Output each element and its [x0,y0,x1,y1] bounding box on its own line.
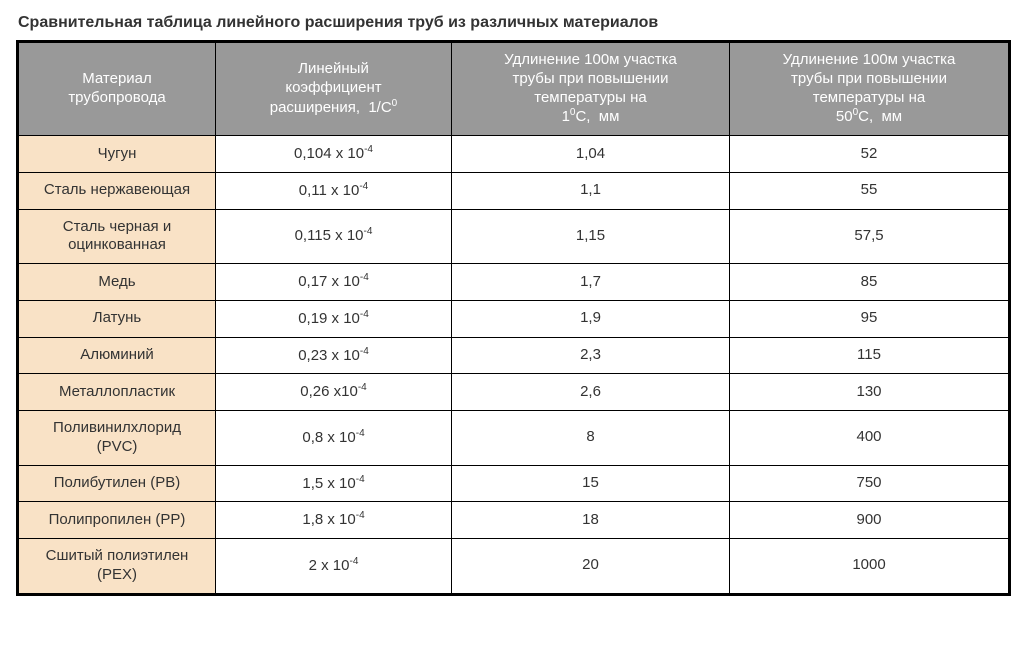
table-row: Поливинилхлорид(PVC)0,8 x 10-48400 [18,411,1010,466]
table-header-row: Материалтрубопровода Линейныйкоэффициент… [18,42,1010,136]
table-row: Алюминий0,23 x 10-42,3115 [18,337,1010,374]
cell-coeff: 1,8 x 10-4 [216,502,452,539]
cell-elong-1c: 2,6 [452,374,730,411]
cell-material: Чугун [18,136,216,173]
cell-elong-50c: 85 [730,264,1010,301]
table-row: Чугун0,104 x 10-41,0452 [18,136,1010,173]
cell-elong-1c: 20 [452,539,730,595]
table-row: Полибутилен (PB)1,5 x 10-415750 [18,465,1010,502]
cell-material: Металлопластик [18,374,216,411]
table-row: Латунь0,19 x 10-41,995 [18,300,1010,337]
cell-coeff: 2 x 10-4 [216,539,452,595]
cell-coeff: 0,17 x 10-4 [216,264,452,301]
cell-elong-50c: 130 [730,374,1010,411]
cell-coeff: 0,115 x 10-4 [216,209,452,264]
cell-coeff: 0,104 x 10-4 [216,136,452,173]
cell-coeff: 0,26 x10-4 [216,374,452,411]
page-title: Сравнительная таблица линейного расширен… [18,14,1012,32]
cell-elong-1c: 1,9 [452,300,730,337]
cell-elong-50c: 1000 [730,539,1010,595]
cell-material: Поливинилхлорид(PVC) [18,411,216,466]
cell-elong-50c: 400 [730,411,1010,466]
cell-elong-1c: 1,1 [452,172,730,209]
col-header-elong-1c: Удлинение 100м участкатрубы при повышени… [452,42,730,136]
col-header-coeff: Линейныйкоэффициентрасширения, 1/С0 [216,42,452,136]
cell-material: Алюминий [18,337,216,374]
cell-coeff: 0,8 x 10-4 [216,411,452,466]
table-row: Полипропилен (PP)1,8 x 10-418900 [18,502,1010,539]
cell-material: Сталь нержавеющая [18,172,216,209]
col-header-elong-50c: Удлинение 100м участкатрубы при повышени… [730,42,1010,136]
cell-elong-1c: 1,15 [452,209,730,264]
cell-material: Латунь [18,300,216,337]
cell-elong-1c: 15 [452,465,730,502]
cell-material: Полибутилен (PB) [18,465,216,502]
col-header-material: Материалтрубопровода [18,42,216,136]
cell-elong-50c: 52 [730,136,1010,173]
cell-elong-50c: 95 [730,300,1010,337]
table-row: Сталь нержавеющая0,11 x 10-41,155 [18,172,1010,209]
cell-elong-1c: 1,7 [452,264,730,301]
cell-coeff: 0,11 x 10-4 [216,172,452,209]
cell-elong-50c: 55 [730,172,1010,209]
cell-elong-1c: 18 [452,502,730,539]
cell-elong-50c: 750 [730,465,1010,502]
cell-elong-1c: 8 [452,411,730,466]
table-row: Сшитый полиэтилен(PEX)2 x 10-4201000 [18,539,1010,595]
cell-material: Полипропилен (PP) [18,502,216,539]
cell-material: Сшитый полиэтилен(PEX) [18,539,216,595]
cell-material: Сталь черная иоцинкованная [18,209,216,264]
table-row: Металлопластик0,26 x10-42,6130 [18,374,1010,411]
cell-elong-50c: 115 [730,337,1010,374]
cell-elong-1c: 2,3 [452,337,730,374]
cell-elong-1c: 1,04 [452,136,730,173]
cell-coeff: 0,23 x 10-4 [216,337,452,374]
table-row: Медь0,17 x 10-41,785 [18,264,1010,301]
cell-coeff: 1,5 x 10-4 [216,465,452,502]
cell-elong-50c: 57,5 [730,209,1010,264]
cell-material: Медь [18,264,216,301]
cell-coeff: 0,19 x 10-4 [216,300,452,337]
table-body: Чугун0,104 x 10-41,0452Сталь нержавеющая… [18,136,1010,595]
comparison-table: Материалтрубопровода Линейныйкоэффициент… [16,40,1011,596]
cell-elong-50c: 900 [730,502,1010,539]
table-row: Сталь черная иоцинкованная0,115 x 10-41,… [18,209,1010,264]
